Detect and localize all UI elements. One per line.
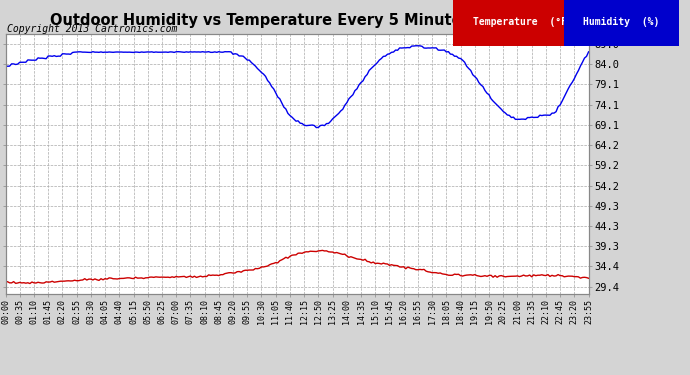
Text: Humidity  (%): Humidity (%) xyxy=(583,17,660,27)
Text: Copyright 2013 Cartronics.com: Copyright 2013 Cartronics.com xyxy=(7,24,177,34)
Text: Outdoor Humidity vs Temperature Every 5 Minutes 20130315: Outdoor Humidity vs Temperature Every 5 … xyxy=(50,13,557,28)
Text: Temperature  (°F): Temperature (°F) xyxy=(473,17,573,27)
